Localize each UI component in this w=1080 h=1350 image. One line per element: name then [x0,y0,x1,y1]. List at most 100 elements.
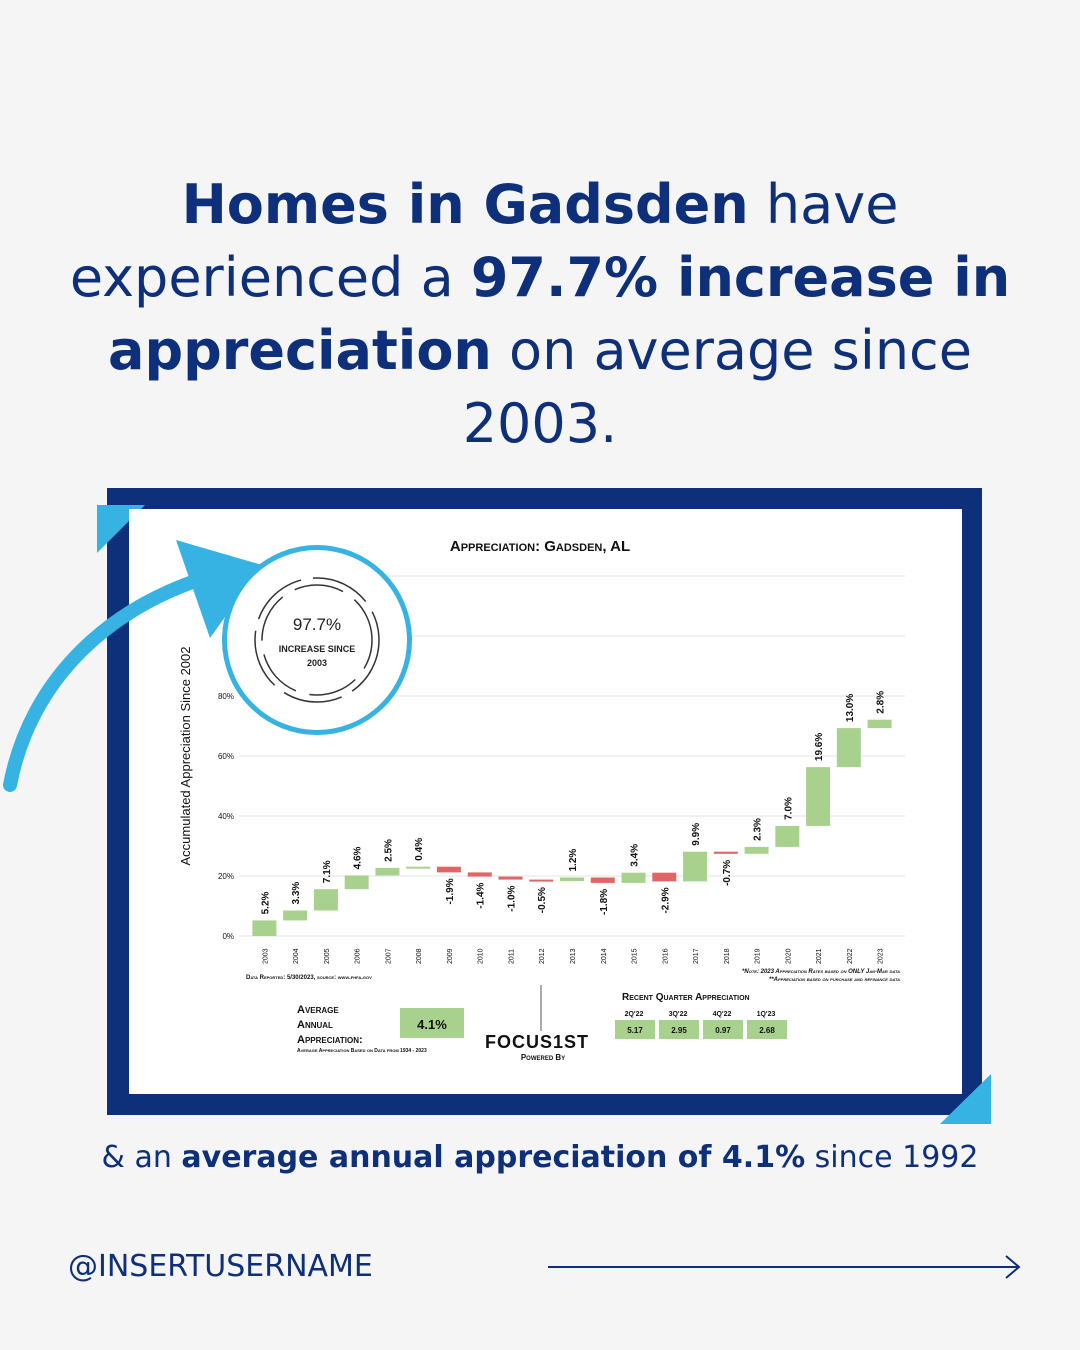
footnote-right-2: **Appreciation based on purchase and ref… [769,977,900,983]
corner-triangle-bottom-right [940,1074,991,1124]
x-tick-label: 2006 [355,948,362,964]
data-label-2011: -1.0% [506,885,517,911]
waterfall-chart: Appreciation: Gadsden, AL 0% 20% 40% 60% 80% A… [178,538,905,1062]
avg-annual-label-3: Appreciation: [297,1034,363,1046]
y-tick-label: 80% [218,692,234,701]
x-tick-label: 2008 [416,948,423,964]
y-axis-label: Accumulated Appreciation Since 2002 [178,647,193,866]
x-tick-label: 2020 [785,948,792,964]
x-tick-label: 2016 [662,948,669,964]
x-tick-label: 2009 [447,948,454,964]
quarter-label: 2Q'22 [625,1011,644,1018]
bar-2020 [775,825,800,847]
x-tick-label: 2003 [262,948,269,964]
bar-2005 [313,889,338,911]
quarter-value: 5.17 [627,1026,643,1035]
x-tick-label: 2018 [724,948,731,964]
bar-2011 [498,876,523,880]
bar-2006 [344,875,369,890]
data-label-2018: -0.7% [722,860,733,886]
data-label-2012: -0.5% [537,887,548,913]
callout-label-line2: 2003 [306,658,328,668]
data-label-2019: 2.3% [753,818,764,841]
data-label-2014: -1.8% [599,889,610,915]
quarter-box [703,1020,743,1039]
headline-bold-1: Homes in Gadsden [181,173,749,236]
data-label-2009: -1.9% [445,878,456,904]
callout-label: Increase since 2003 [222,642,412,670]
bar-2004 [283,910,308,921]
x-tick-label: 2017 [693,948,700,964]
quarter-label: 4Q'22 [713,1011,732,1018]
recent-quarter-title: Recent Quarter Appreciation [622,992,750,1003]
data-label-2015: 3.4% [630,844,641,867]
data-label-2003: 5.2% [260,891,271,914]
bar-2022 [836,728,861,768]
bar-2008 [406,866,431,869]
data-label-2020: 7.0% [783,797,794,820]
x-tick-label: 2012 [539,948,546,964]
callout-label-line1: Increase since [278,644,356,654]
focus1st-logo: FOCUS1ST [485,1032,589,1052]
subline-suffix: since 1992 [805,1140,979,1175]
x-tick-label: 2022 [847,948,854,964]
chart-title: Appreciation: Gadsden, AL [450,538,630,555]
data-label-2010: -1.4% [476,882,487,908]
data-label-2017: 9.9% [691,823,702,846]
logo-sub: Powered By [521,1053,565,1062]
username-handle[interactable]: @INSERTUSERNAME [68,1249,373,1284]
bar-2009 [436,866,461,873]
y-tick-label: 60% [218,752,234,761]
subline-bold: average annual appreciation of 4.1% [181,1140,806,1175]
data-label-2005: 7.1% [322,860,333,883]
data-label-2008: 0.4% [414,838,425,861]
quarter-box [615,1020,655,1039]
increase-callout: 97.7% Increase since 2003 [222,545,412,735]
quarter-box [659,1020,699,1039]
bar-2015 [621,872,646,883]
avg-annual-value: 4.1% [417,1017,447,1032]
x-tick-label: 2013 [570,948,577,964]
bar-2019 [744,846,769,854]
x-tick-label: 2011 [508,949,515,964]
callout-value: 97.7% [292,615,342,634]
quarter-value: 2.95 [671,1026,687,1035]
quarter-label: 1Q'23 [757,1011,776,1018]
bar-2013 [560,877,584,882]
subline: & an average annual appreciation of 4.1%… [60,1140,1020,1175]
callout-ring-icon [254,577,380,703]
data-label-2016: -2.9% [660,887,671,913]
bar-2003 [252,920,277,936]
x-tick-label: 2004 [293,948,300,964]
curved-arrow-icon [3,540,262,792]
footnote-right-1: *Note: 2023 Appreciation Rates based on … [742,969,900,975]
next-arrow-icon[interactable] [548,1252,1026,1282]
footnote-left: Data Reported: 5/30/2023, source: www.fh… [246,975,372,981]
bar-2010 [467,872,492,877]
data-label-2004: 3.3% [291,882,302,905]
y-tick-label: 40% [218,812,234,821]
data-label-2013: 1.2% [568,849,579,872]
x-tick-label: 2021 [816,948,823,964]
y-tick-label: 0% [222,932,234,941]
headline-bold-3: 97.7% increase in appreciation [108,246,1011,382]
avg-annual-note: Average Appreciation Based on Data from … [297,1048,427,1054]
headline-text-2: have experienced a [69,173,899,309]
data-label-2021: 19.6% [814,733,825,761]
bar-2023 [867,719,892,729]
data-label-2022: 13.0% [845,694,856,722]
x-tick-label: 2014 [601,948,608,964]
y-tick-label: 20% [218,872,234,881]
data-label-2023: 2.8% [876,691,887,714]
x-tick-label: 2005 [324,948,331,964]
x-tick-label: 2007 [385,948,392,964]
bar-2021 [806,767,831,826]
x-tick-label: 2010 [478,948,485,964]
x-tick-label: 2015 [632,948,639,964]
avg-annual-label-2: Annual [297,1019,333,1031]
headline: Homes in Gadsden have experienced a 97.7… [60,168,1020,460]
avg-annual-label-1: Average [297,1004,339,1016]
avg-annual-value-box [400,1008,464,1038]
quarter-box [747,1020,787,1039]
subline-prefix: & an [101,1140,182,1175]
